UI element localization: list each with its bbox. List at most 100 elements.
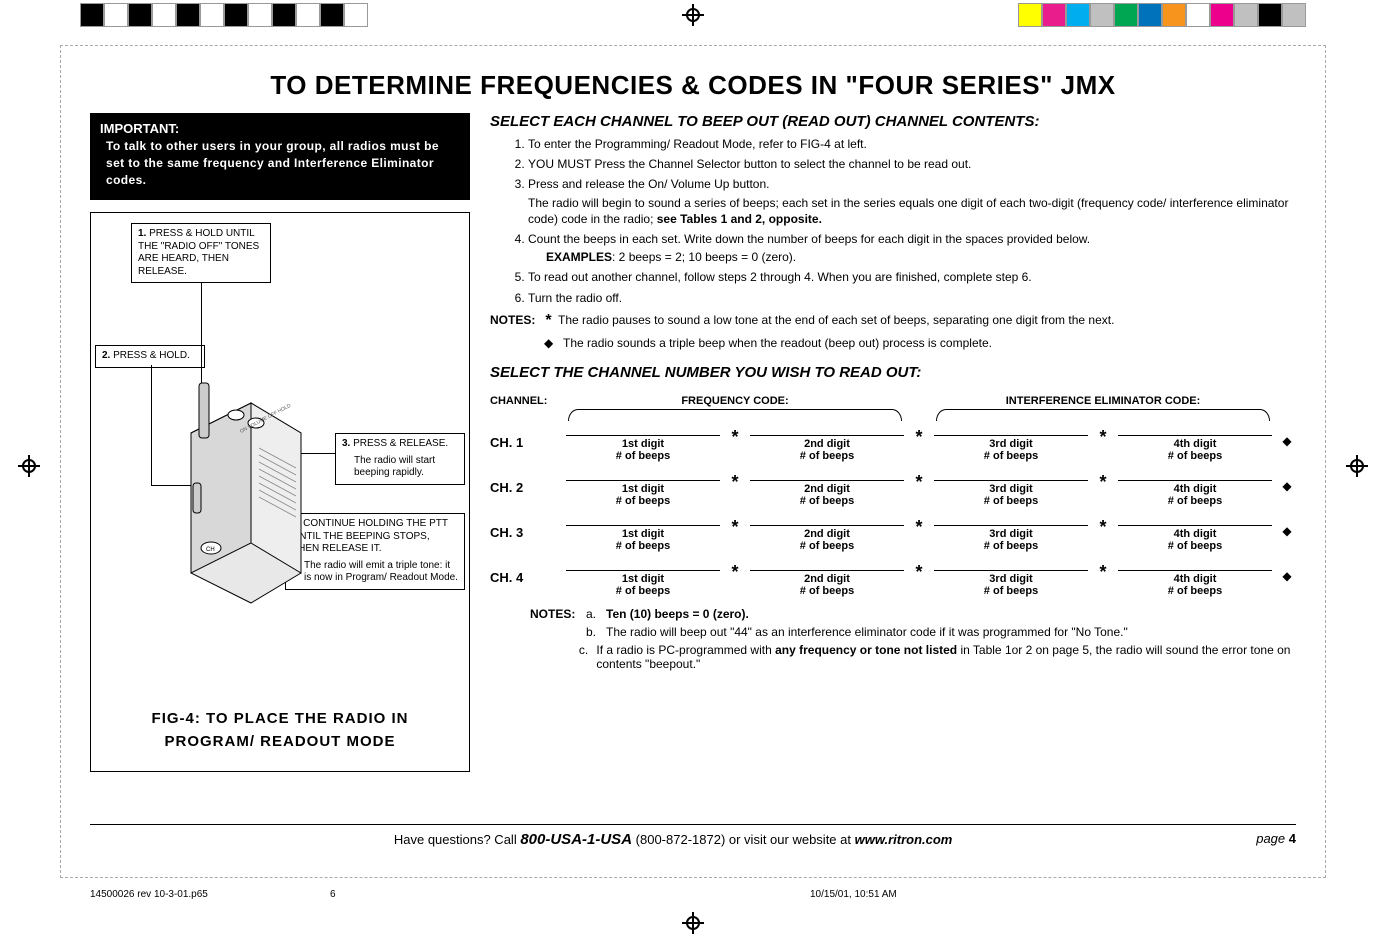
- slug-file: 14500026 rev 10-3-01.p65: [90, 889, 208, 900]
- page-content: TO DETERMINE FREQUENCIES & CODES IN "FOU…: [90, 70, 1296, 848]
- important-body: To talk to other users in your group, al…: [100, 138, 460, 188]
- star-separator-icon: *: [910, 427, 928, 462]
- callout-3: 3. PRESS & RELEASE. The radio will start…: [335, 433, 465, 485]
- channel-label: CH. 3: [490, 525, 560, 552]
- color-blocks: [1018, 3, 1306, 27]
- diamond-end-icon: ◆: [1278, 569, 1296, 597]
- page-title: TO DETERMINE FREQUENCIES & CODES IN "FOU…: [90, 70, 1296, 101]
- star-separator-icon: *: [910, 517, 928, 552]
- digit-cell: 4th digit# of beeps: [1112, 480, 1278, 507]
- step-6: Turn the radio off.: [528, 290, 1296, 306]
- radio-illustration: CH ON VOLUME OFF HOLD: [181, 373, 311, 623]
- step-2: YOU MUST Press the Channel Selector butt…: [528, 156, 1296, 172]
- digit-cell: 3rd digit# of beeps: [928, 480, 1094, 507]
- registration-mark-icon: [1346, 455, 1368, 477]
- star-icon: *: [545, 312, 551, 329]
- step-4: Count the beeps in each set. Write down …: [528, 231, 1296, 265]
- digit-cell: 3rd digit# of beeps: [928, 525, 1094, 552]
- digit-cell: 3rd digit# of beeps: [928, 435, 1094, 462]
- step-1: To enter the Programming/ Readout Mode, …: [528, 136, 1296, 152]
- callout-4: 4. CONTINUE HOLDING THE PTT UNTIL THE BE…: [285, 513, 465, 590]
- digit-cell: 4th digit# of beeps: [1112, 570, 1278, 597]
- col-frequency: FREQUENCY CODE:: [560, 395, 910, 421]
- step-3: Press and release the On/ Volume Up butt…: [528, 176, 1296, 227]
- readout-header: CHANNEL: FREQUENCY CODE: INTERFERENCE EL…: [490, 395, 1296, 421]
- channel-label: CH. 4: [490, 570, 560, 597]
- callout-3-text: PRESS & RELEASE.: [353, 438, 448, 449]
- step-5: To read out another channel, follow step…: [528, 269, 1296, 285]
- svg-text:CH: CH: [206, 547, 215, 553]
- digit-cell: 2nd digit# of beeps: [744, 435, 910, 462]
- callout-1: 1. PRESS & HOLD UNTIL THE "RADIO OFF" TO…: [131, 223, 271, 283]
- note-diamond: ◆ The radio sounds a triple beep when th…: [544, 336, 1296, 350]
- col-interference: INTERFERENCE ELIMINATOR CODE:: [928, 395, 1278, 421]
- slug-line: 14500026 rev 10-3-01.p65 6 10/15/01, 10:…: [90, 889, 1296, 900]
- brace-icon: [568, 409, 902, 421]
- channel-label: CH. 1: [490, 435, 560, 462]
- note-c: c.: [579, 643, 596, 671]
- digit-cell: 1st digit# of beeps: [560, 525, 726, 552]
- bottom-notes: NOTES: a. Ten (10) beeps = 0 (zero). b. …: [530, 607, 1296, 671]
- digit-cell: 2nd digit# of beeps: [744, 570, 910, 597]
- figure-4: 1. PRESS & HOLD UNTIL THE "RADIO OFF" TO…: [90, 212, 470, 772]
- step-3-sub: The radio will begin to sound a series o…: [528, 196, 1288, 226]
- star-separator-icon: *: [1094, 472, 1112, 507]
- leader-line: [151, 365, 152, 485]
- star-separator-icon: *: [726, 472, 744, 507]
- digit-cell: 2nd digit# of beeps: [744, 525, 910, 552]
- diamond-end-icon: ◆: [1278, 524, 1296, 552]
- digit-cell: 1st digit# of beeps: [560, 435, 726, 462]
- readout-row: CH. 21st digit# of beeps*2nd digit# of b…: [490, 472, 1296, 507]
- slug-page: 6: [330, 889, 336, 900]
- star-separator-icon: *: [1094, 517, 1112, 552]
- callout-4-text: CONTINUE HOLDING THE PTT UNTIL THE BEEPI…: [292, 518, 448, 554]
- registration-mark-icon: [682, 912, 704, 934]
- callout-2: 2. PRESS & HOLD.: [95, 345, 205, 368]
- col-channel: CHANNEL:: [490, 395, 560, 421]
- registration-mark-icon: [18, 455, 40, 477]
- callout-1-text: PRESS & HOLD UNTIL THE "RADIO OFF" TONES…: [138, 228, 259, 277]
- page-number: page 4: [1256, 831, 1296, 848]
- diamond-end-icon: ◆: [1278, 434, 1296, 462]
- callout-4-sub: The radio will emit a triple tone: it is…: [304, 560, 458, 585]
- star-separator-icon: *: [910, 562, 928, 597]
- right-column: SELECT EACH CHANNEL TO BEEP OUT (READ OU…: [490, 113, 1296, 772]
- note-star-text: The radio pauses to sound a low tone at …: [558, 313, 1114, 327]
- left-column: IMPORTANT: To talk to other users in you…: [90, 113, 470, 772]
- section-2-header: SELECT THE CHANNEL NUMBER YOU WISH TO RE…: [490, 364, 1296, 381]
- digit-cell: 4th digit# of beeps: [1112, 435, 1278, 462]
- print-marks-top: [0, 0, 1386, 30]
- digit-cell: 1st digit# of beeps: [560, 480, 726, 507]
- star-separator-icon: *: [1094, 562, 1112, 597]
- registration-mark-icon: [682, 4, 704, 26]
- note-a: a.: [586, 607, 606, 621]
- important-header: IMPORTANT:: [100, 121, 460, 136]
- star-separator-icon: *: [726, 517, 744, 552]
- readout-row: CH. 31st digit# of beeps*2nd digit# of b…: [490, 517, 1296, 552]
- diamond-end-icon: ◆: [1278, 479, 1296, 507]
- digit-cell: 3rd digit# of beeps: [928, 570, 1094, 597]
- digit-cell: 1st digit# of beeps: [560, 570, 726, 597]
- callout-2-text: PRESS & HOLD.: [113, 350, 190, 361]
- star-separator-icon: *: [726, 562, 744, 597]
- star-separator-icon: *: [726, 427, 744, 462]
- readout-row: CH. 41st digit# of beeps*2nd digit# of b…: [490, 562, 1296, 597]
- figure-caption: FIG-4: TO PLACE THE RADIO IN PROGRAM/ RE…: [91, 708, 469, 753]
- channel-label: CH. 2: [490, 480, 560, 507]
- digit-cell: 4th digit# of beeps: [1112, 525, 1278, 552]
- notes-block: NOTES: * The radio pauses to sound a low…: [490, 312, 1296, 330]
- section-1-header: SELECT EACH CHANNEL TO BEEP OUT (READ OU…: [490, 113, 1296, 130]
- diamond-icon: ◆: [544, 336, 553, 350]
- steps-list: To enter the Programming/ Readout Mode, …: [490, 136, 1296, 306]
- star-separator-icon: *: [1094, 427, 1112, 462]
- note-b: b.: [586, 625, 606, 639]
- footer-text: Have questions? Call 800-USA-1-USA (800-…: [90, 831, 1256, 848]
- important-box: IMPORTANT: To talk to other users in you…: [90, 113, 470, 200]
- bw-blocks: [80, 3, 368, 27]
- star-separator-icon: *: [910, 472, 928, 507]
- brace-icon: [936, 409, 1270, 421]
- page-footer: Have questions? Call 800-USA-1-USA (800-…: [90, 824, 1296, 848]
- print-marks-bottom: [0, 908, 1386, 938]
- digit-cell: 2nd digit# of beeps: [744, 480, 910, 507]
- readout-table: CHANNEL: FREQUENCY CODE: INTERFERENCE EL…: [490, 395, 1296, 597]
